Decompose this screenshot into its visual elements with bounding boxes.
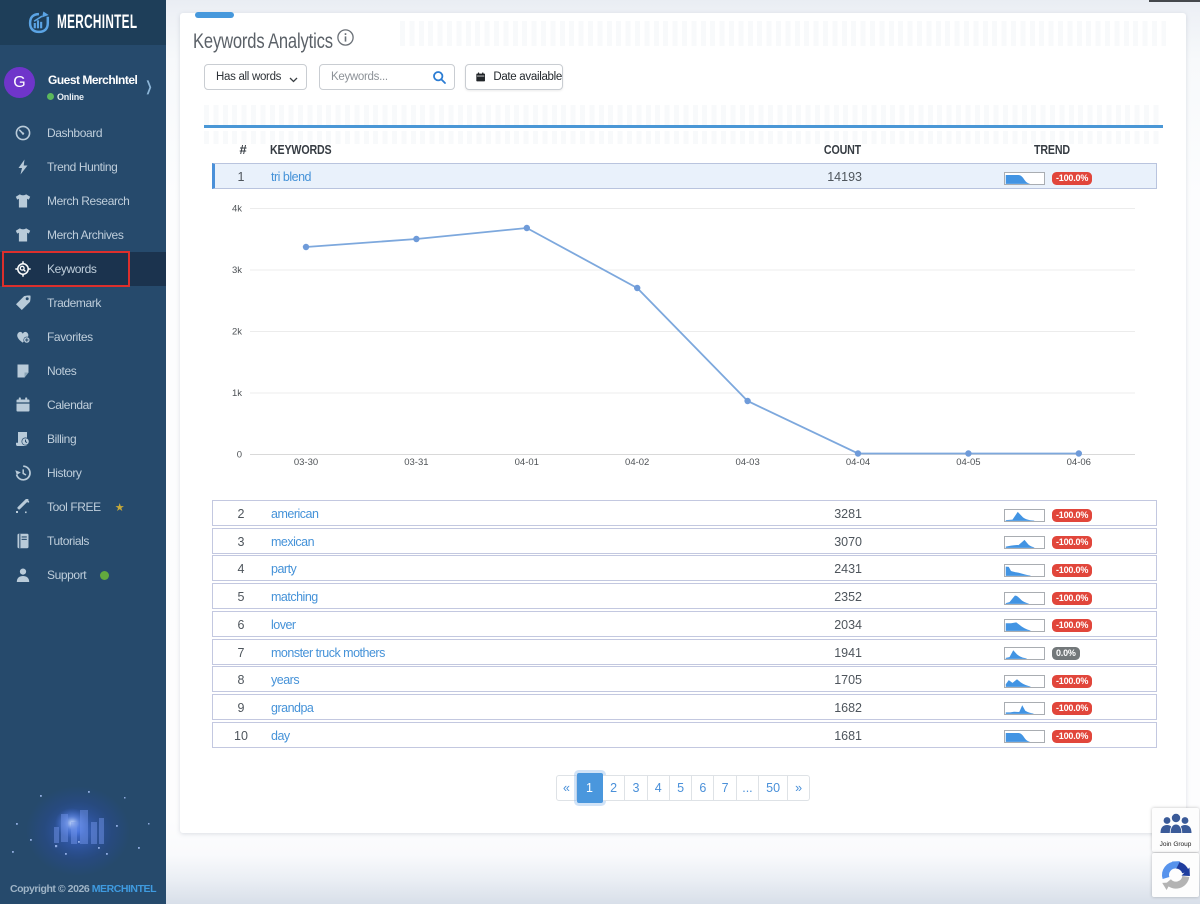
svg-text:04-05: 04-05 <box>956 457 980 468</box>
svg-text:2k: 2k <box>232 327 242 338</box>
svg-text:04-04: 04-04 <box>846 457 870 468</box>
svg-text:0: 0 <box>237 450 242 461</box>
svg-text:04-03: 04-03 <box>735 457 759 468</box>
svg-text:03-30: 03-30 <box>294 457 318 468</box>
svg-text:04-01: 04-01 <box>515 457 539 468</box>
svg-text:1k: 1k <box>232 388 242 399</box>
svg-text:04-06: 04-06 <box>1067 457 1091 468</box>
svg-text:3k: 3k <box>232 265 242 276</box>
svg-text:4k: 4k <box>232 204 242 215</box>
svg-text:03-31: 03-31 <box>404 457 428 468</box>
svg-text:04-02: 04-02 <box>625 457 649 468</box>
